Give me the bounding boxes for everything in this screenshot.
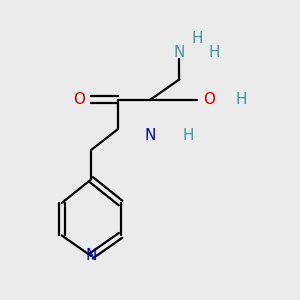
Text: H: H [191,31,203,46]
Text: O: O [203,92,215,107]
Text: N: N [85,248,97,263]
Text: N: N [174,45,185,60]
Text: N: N [144,128,156,143]
Text: H: H [236,92,247,107]
Text: H: H [182,128,194,143]
Text: O: O [73,92,85,107]
Text: H: H [209,45,220,60]
